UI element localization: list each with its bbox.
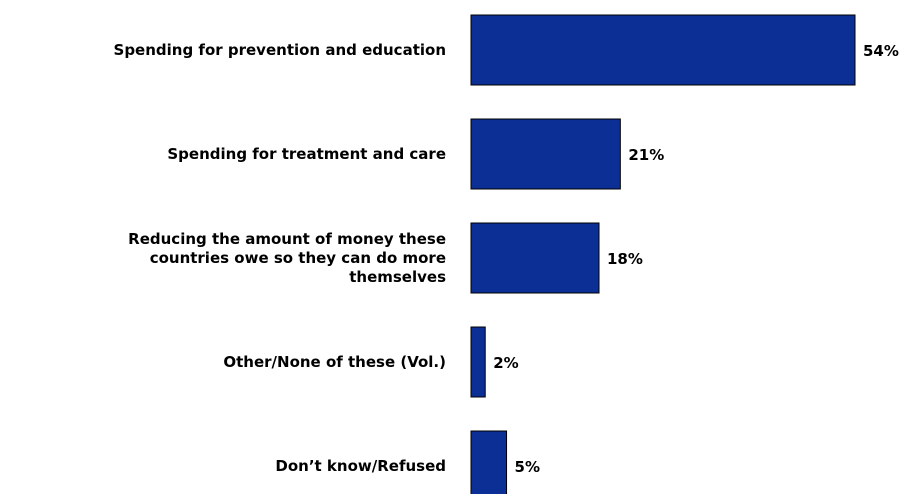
value-label-1: 21%: [628, 146, 664, 164]
category-label-line: Spending for treatment and care: [167, 145, 446, 163]
category-label-line: themselves: [349, 268, 446, 286]
value-label-0: 54%: [863, 42, 899, 60]
category-label-line: Don’t know/Refused: [275, 457, 446, 475]
bar-0: [470, 14, 856, 86]
value-label-4: 5%: [515, 458, 540, 476]
category-label-2: Reducing the amount of money these countr…: [128, 230, 446, 286]
bar-3: [470, 326, 486, 398]
category-label-3: Other/None of these (Vol.): [223, 353, 446, 371]
category-label-1: Spending for treatment and care: [167, 145, 446, 163]
category-label-line: Other/None of these (Vol.): [223, 353, 446, 371]
category-label-line: countries owe so they can do more: [150, 249, 446, 267]
bar-2: [470, 222, 600, 294]
value-label-2: 18%: [607, 250, 643, 268]
category-label-line: Spending for prevention and education: [114, 41, 446, 59]
bar-1: [470, 118, 621, 190]
category-label-4: Don’t know/Refused: [275, 457, 446, 475]
bar-4: [470, 430, 508, 494]
category-label-0: Spending for prevention and education: [114, 41, 446, 59]
category-label-line: Reducing the amount of money these: [128, 230, 446, 248]
value-label-3: 2%: [493, 354, 518, 372]
